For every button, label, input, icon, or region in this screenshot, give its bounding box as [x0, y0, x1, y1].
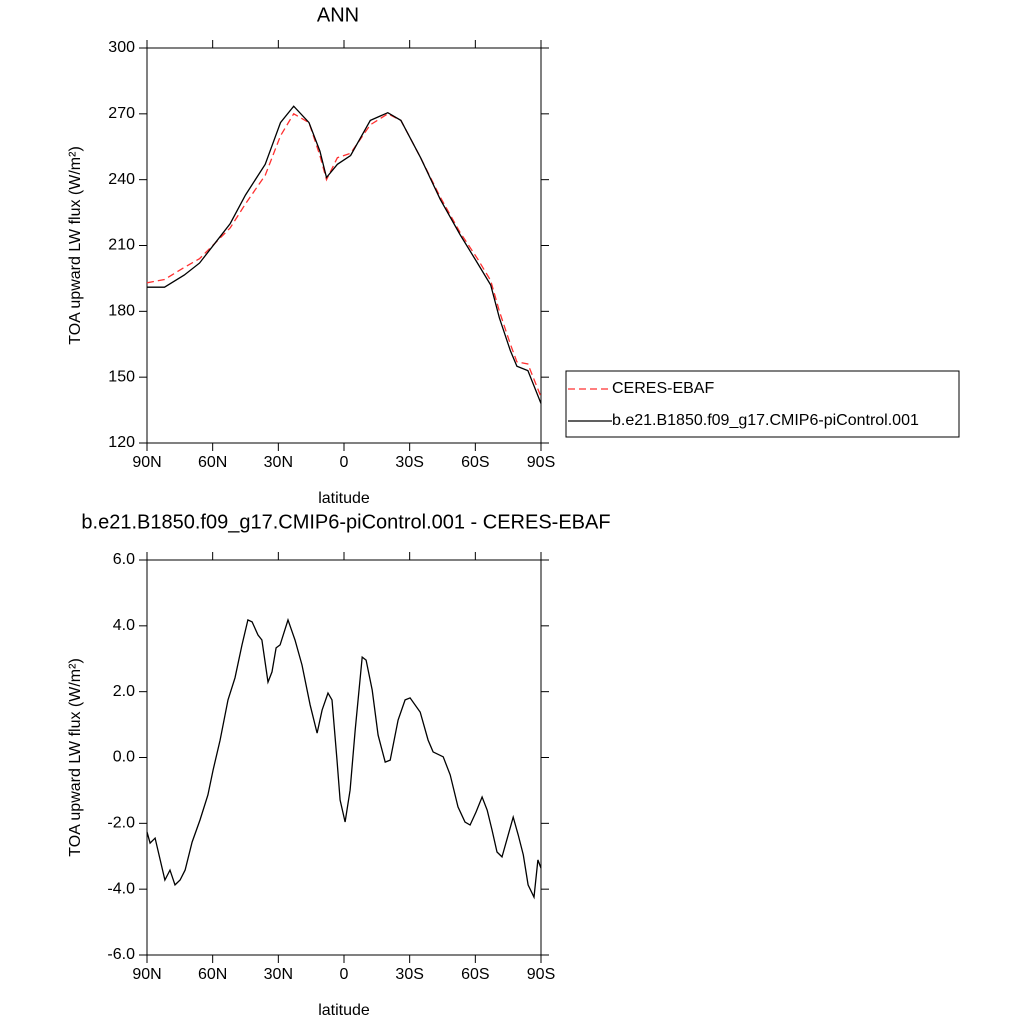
x-tick-label: 90N [132, 966, 161, 983]
y-tick-label: 180 [108, 303, 135, 320]
legend-box [565, 370, 960, 438]
y-tick-label: -6.0 [107, 946, 135, 963]
x-tick-label: 30N [264, 454, 293, 471]
legend-label: b.e21.B1850.f09_g17.CMIP6-piControl.001 [612, 412, 919, 429]
x-axis-label: latitude [318, 1002, 370, 1019]
y-tick-label: 0.0 [113, 749, 135, 766]
y-tick-label: 150 [108, 368, 135, 385]
x-tick-label: 30N [264, 966, 293, 983]
y-tick-label: 240 [108, 171, 135, 188]
x-tick-label: 30S [395, 966, 423, 983]
x-tick-label: 60S [461, 966, 489, 983]
x-tick-label: 0 [340, 454, 349, 471]
data-line [147, 105, 542, 404]
x-tick-label: 0 [340, 966, 349, 983]
y-tick-label: -4.0 [107, 880, 135, 897]
y-axis-label: TOA upward LW flux (W/m²) [67, 658, 84, 857]
y-tick-label: 300 [108, 39, 135, 56]
plot-frame [146, 47, 542, 444]
chart-title: ANN [317, 4, 359, 26]
plot-frame [146, 559, 542, 956]
data-line [146, 112, 542, 398]
x-tick-label: 30S [395, 454, 423, 471]
x-tick-label: 90N [132, 454, 161, 471]
y-tick-label: 2.0 [113, 683, 135, 700]
y-tick-label: 270 [108, 105, 135, 122]
x-axis-label: latitude [318, 490, 370, 507]
y-tick-label: 120 [108, 434, 135, 451]
y-tick-label: 4.0 [113, 617, 135, 634]
data-line [146, 617, 542, 900]
x-tick-label: 90S [527, 966, 555, 983]
y-tick-label: 6.0 [113, 551, 135, 568]
y-tick-label: 210 [108, 237, 135, 254]
y-tick-label: -2.0 [107, 815, 135, 832]
x-tick-label: 60S [461, 454, 489, 471]
y-axis-label: TOA upward LW flux (W/m²) [67, 146, 84, 345]
chart-title: b.e21.B1850.f09_g17.CMIP6-piControl.001 … [81, 511, 610, 533]
x-tick-label: 90S [527, 454, 555, 471]
legend-label: CERES-EBAF [612, 380, 714, 397]
x-tick-label: 60N [198, 454, 227, 471]
x-tick-label: 60N [198, 966, 227, 983]
